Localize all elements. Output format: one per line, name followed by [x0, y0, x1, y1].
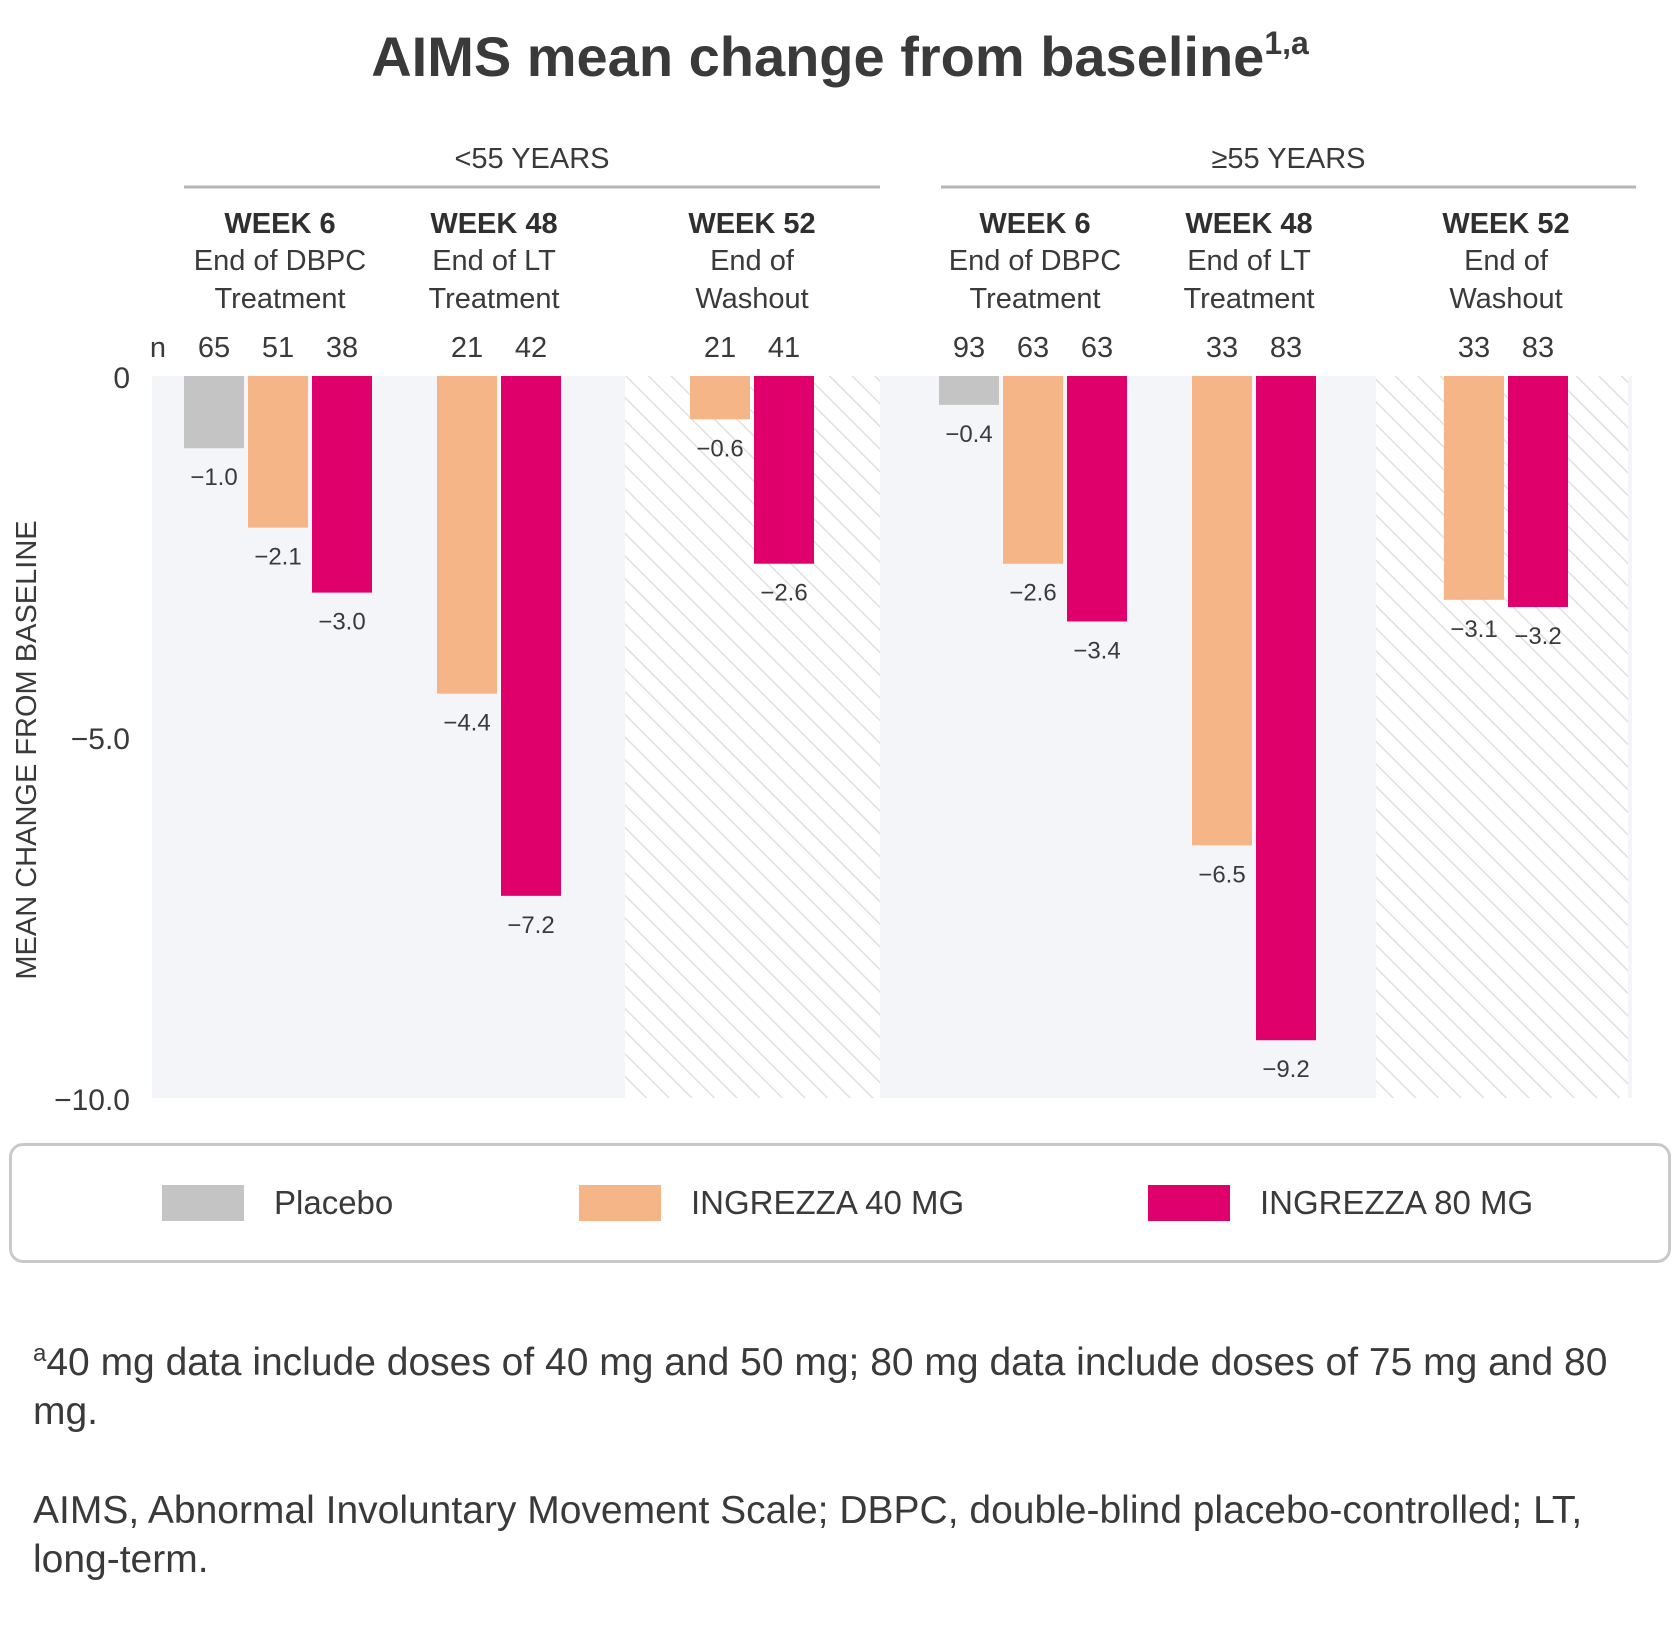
bar-n-label: 93 — [953, 332, 985, 364]
timepoint-desc-line2: Washout — [695, 283, 808, 315]
bar-n-label: 83 — [1270, 332, 1302, 364]
timepoint-desc-line1: End of DBPC — [949, 245, 1121, 277]
bar — [1003, 376, 1063, 564]
timepoint-desc-line1: End of DBPC — [194, 245, 366, 277]
legend-swatch-ingrezza-40 — [579, 1185, 661, 1221]
legend-swatch-placebo — [162, 1185, 244, 1221]
footnote-a: a40 mg data include doses of 40 mg and 5… — [33, 1338, 1633, 1436]
timepoint-week: WEEK 48 — [430, 208, 557, 240]
bar-value-label: −7.2 — [507, 912, 554, 939]
timepoint-desc-line2: Treatment — [1183, 283, 1314, 315]
timepoint-desc-line1: End of — [1464, 245, 1549, 277]
timepoint-week: WEEK 48 — [1185, 208, 1312, 240]
timepoint-week: WEEK 6 — [224, 208, 335, 240]
timepoint-desc-line1: End of LT — [1187, 245, 1311, 277]
bar-n-label: 51 — [262, 332, 294, 364]
timepoint-week: WEEK 52 — [688, 208, 815, 240]
y-axis-label: MEAN CHANGE FROM BASELINE — [11, 520, 43, 979]
legend-item-placebo: Placebo — [162, 1146, 393, 1260]
legend-item-ingrezza-80: INGREZZA 80 MG — [1148, 1146, 1533, 1260]
bar-value-label: −9.2 — [1262, 1056, 1309, 1083]
bar — [1067, 376, 1127, 622]
bar — [437, 376, 497, 694]
bar-value-label: −6.5 — [1198, 861, 1245, 888]
bar-value-label: −4.4 — [443, 710, 490, 737]
age-group-label: ≥55 YEARS — [1211, 143, 1365, 175]
bar-n-label: 42 — [515, 332, 547, 364]
bar-value-label: −3.4 — [1073, 637, 1120, 664]
timepoint-desc-line1: End of LT — [432, 245, 556, 277]
bar-value-label: −2.6 — [1009, 580, 1056, 607]
timepoint-desc-line2: Treatment — [214, 283, 345, 315]
timepoint-week: WEEK 6 — [979, 208, 1090, 240]
bar — [754, 376, 814, 564]
legend: Placebo INGREZZA 40 MG INGREZZA 80 MG — [9, 1143, 1671, 1263]
footnote-abbreviations: AIMS, Abnormal Involuntary Movement Scal… — [33, 1489, 1583, 1581]
y-tick-label: −10.0 — [54, 1084, 130, 1117]
legend-label-ingrezza-80: INGREZZA 80 MG — [1260, 1184, 1534, 1221]
bar-value-label: −1.0 — [190, 464, 237, 491]
bar-value-label: −2.1 — [254, 544, 301, 571]
age-group-label: <55 YEARS — [454, 143, 609, 175]
chart: AIMS mean change from baseline1,a 0 −5.0 −… — [11, 25, 1636, 1117]
bar-value-label: −3.0 — [318, 609, 365, 636]
bar-n-label: 33 — [1458, 332, 1490, 364]
timepoint-desc-line2: Treatment — [428, 283, 559, 315]
bar-value-label: −0.4 — [945, 421, 992, 448]
bar — [1192, 376, 1252, 846]
footnote-a-text: 40 mg data include doses of 40 mg and 50… — [33, 1341, 1608, 1433]
timepoint-week: WEEK 52 — [1442, 208, 1569, 240]
n-label: n — [150, 332, 166, 364]
legend-label-ingrezza-40: INGREZZA 40 MG — [691, 1184, 965, 1221]
chart-title-superscript: 1,a — [1264, 25, 1309, 61]
bar-n-label: 21 — [451, 332, 483, 364]
chart-title: AIMS mean change from baseline1,a — [371, 25, 1309, 88]
bar — [690, 376, 750, 420]
bar — [184, 376, 244, 449]
bar-value-label: −3.2 — [1514, 623, 1561, 650]
bar-n-label: 21 — [704, 332, 736, 364]
legend-swatch-ingrezza-80 — [1148, 1185, 1230, 1221]
legend-item-ingrezza-40: INGREZZA 40 MG — [579, 1146, 964, 1260]
legend-label-placebo: Placebo — [274, 1184, 394, 1221]
bar-n-label: 63 — [1017, 332, 1049, 364]
bar — [312, 376, 372, 593]
bar-n-label: 65 — [198, 332, 230, 364]
bar — [501, 376, 561, 896]
bar-value-label: −0.6 — [696, 435, 743, 462]
bar-n-label: 38 — [326, 332, 358, 364]
footnotes: a40 mg data include doses of 40 mg and 5… — [33, 1338, 1633, 1634]
bar-value-label: −2.6 — [760, 580, 807, 607]
bar-n-label: 41 — [768, 332, 800, 364]
bar — [248, 376, 308, 528]
bar-n-label: 83 — [1522, 332, 1554, 364]
bar — [1508, 376, 1568, 608]
bar — [1256, 376, 1316, 1041]
y-tick-label: −5.0 — [71, 723, 130, 756]
bar-value-label: −3.1 — [1450, 616, 1497, 643]
bar-n-label: 63 — [1081, 332, 1113, 364]
footnote-a-marker: a — [33, 1340, 47, 1367]
bar-n-label: 33 — [1206, 332, 1238, 364]
timepoint-desc-line1: End of — [710, 245, 795, 277]
bar — [939, 376, 999, 405]
y-tick-label: 0 — [113, 362, 130, 395]
washout-region — [625, 376, 880, 1098]
timepoint-desc-line2: Treatment — [969, 283, 1100, 315]
timepoint-desc-line2: Washout — [1449, 283, 1562, 315]
bar — [1444, 376, 1504, 600]
